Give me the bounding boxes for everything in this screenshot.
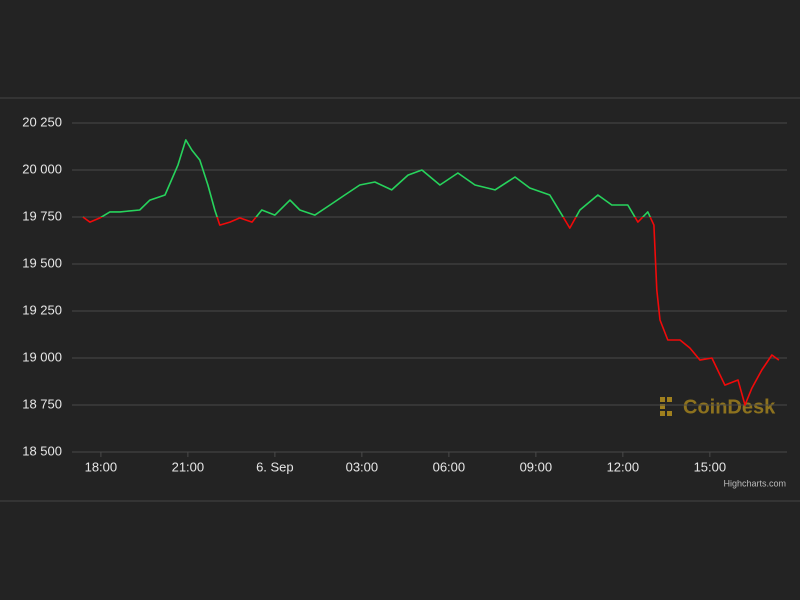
y-tick-label: 20 250 (22, 114, 62, 129)
watermark: CoinDesk (683, 396, 776, 418)
y-tick-label: 19 000 (22, 349, 62, 364)
x-tick-label: 06:00 (433, 459, 466, 474)
price-line-below (82, 217, 780, 406)
x-tick-label: 03:00 (346, 459, 379, 474)
y-tick-label: 18 750 (22, 396, 62, 411)
x-tick-label: 09:00 (520, 459, 553, 474)
y-tick-label: 20 000 (22, 161, 62, 176)
watermark-logo (660, 397, 672, 416)
x-tick-label: 6. Sep (256, 459, 294, 474)
y-tick-label: 19 750 (22, 208, 62, 223)
x-tick-label: 18:00 (85, 459, 118, 474)
y-tick-label: 19 500 (22, 255, 62, 270)
price-line-above (82, 139, 652, 217)
y-tick-label: 19 250 (22, 302, 62, 317)
x-tick-label: 12:00 (607, 459, 640, 474)
y-tick-label: 18 500 (22, 443, 62, 458)
x-tick-label: 15:00 (694, 459, 727, 474)
x-tick-label: 21:00 (172, 459, 205, 474)
credits: Highcharts.com (723, 478, 786, 488)
